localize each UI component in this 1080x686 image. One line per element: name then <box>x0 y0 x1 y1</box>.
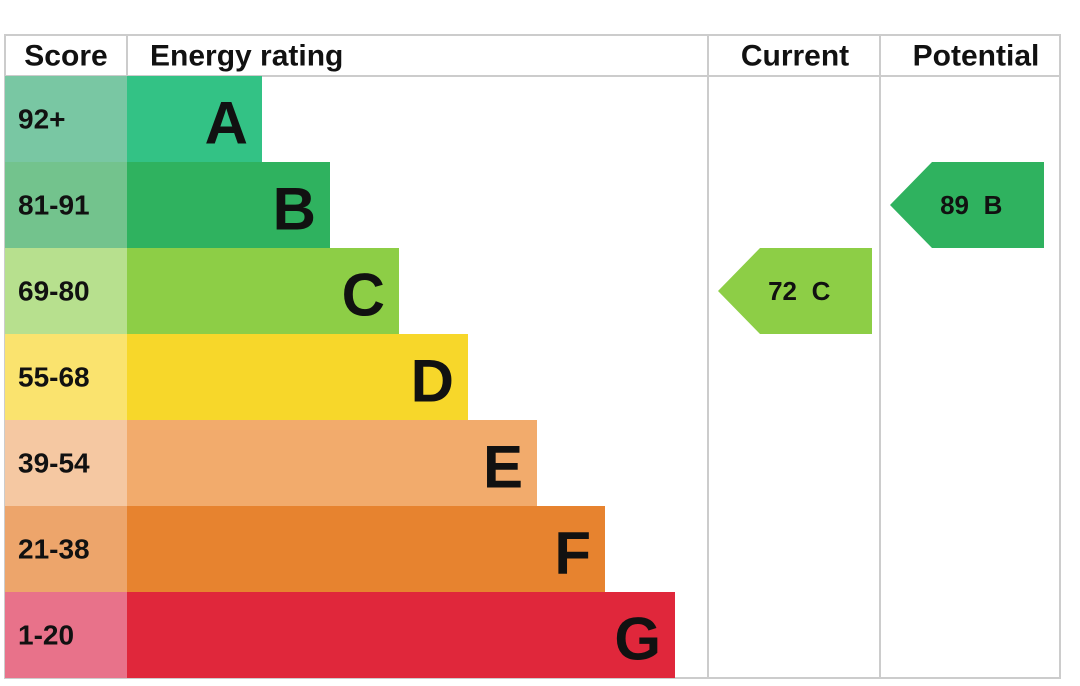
potential-score: 89 <box>940 190 969 220</box>
rating-bar <box>127 506 605 592</box>
score-cell <box>5 76 127 162</box>
potential-arrow <box>890 162 1044 248</box>
rating-bar <box>127 248 399 334</box>
score-range: 69-80 <box>18 276 90 307</box>
score-range: 81-91 <box>18 190 90 221</box>
rating-bar <box>127 420 537 506</box>
rating-letter: A <box>205 90 248 157</box>
rating-letter: B <box>273 176 316 243</box>
rating-letter: G <box>614 606 661 673</box>
rating-bar <box>127 162 330 248</box>
rating-letter: E <box>483 434 523 501</box>
current-score: 72 <box>768 276 797 306</box>
score-range: 21-38 <box>18 534 90 565</box>
current-arrow <box>718 248 872 334</box>
column-header: Energy rating <box>150 40 343 73</box>
column-header: Potential <box>913 40 1040 73</box>
score-range: 92+ <box>18 104 66 135</box>
score-range: 39-54 <box>18 448 90 479</box>
score-range: 1-20 <box>18 620 74 651</box>
score-range: 55-68 <box>18 362 90 393</box>
score-cell <box>5 420 127 506</box>
score-cell <box>5 248 127 334</box>
column-header: Current <box>741 40 849 73</box>
rating-bar <box>127 76 262 162</box>
current-letter: C <box>812 276 831 306</box>
score-cell <box>5 592 127 678</box>
column-header: Score <box>24 40 107 73</box>
rating-bar <box>127 592 675 678</box>
rating-letter: D <box>411 348 454 415</box>
rating-letter: C <box>342 262 385 329</box>
score-cell <box>5 334 127 420</box>
potential-letter: B <box>984 190 1003 220</box>
rating-bar <box>127 334 468 420</box>
score-cell <box>5 506 127 592</box>
score-cell <box>5 162 127 248</box>
rating-letter: F <box>554 520 591 587</box>
